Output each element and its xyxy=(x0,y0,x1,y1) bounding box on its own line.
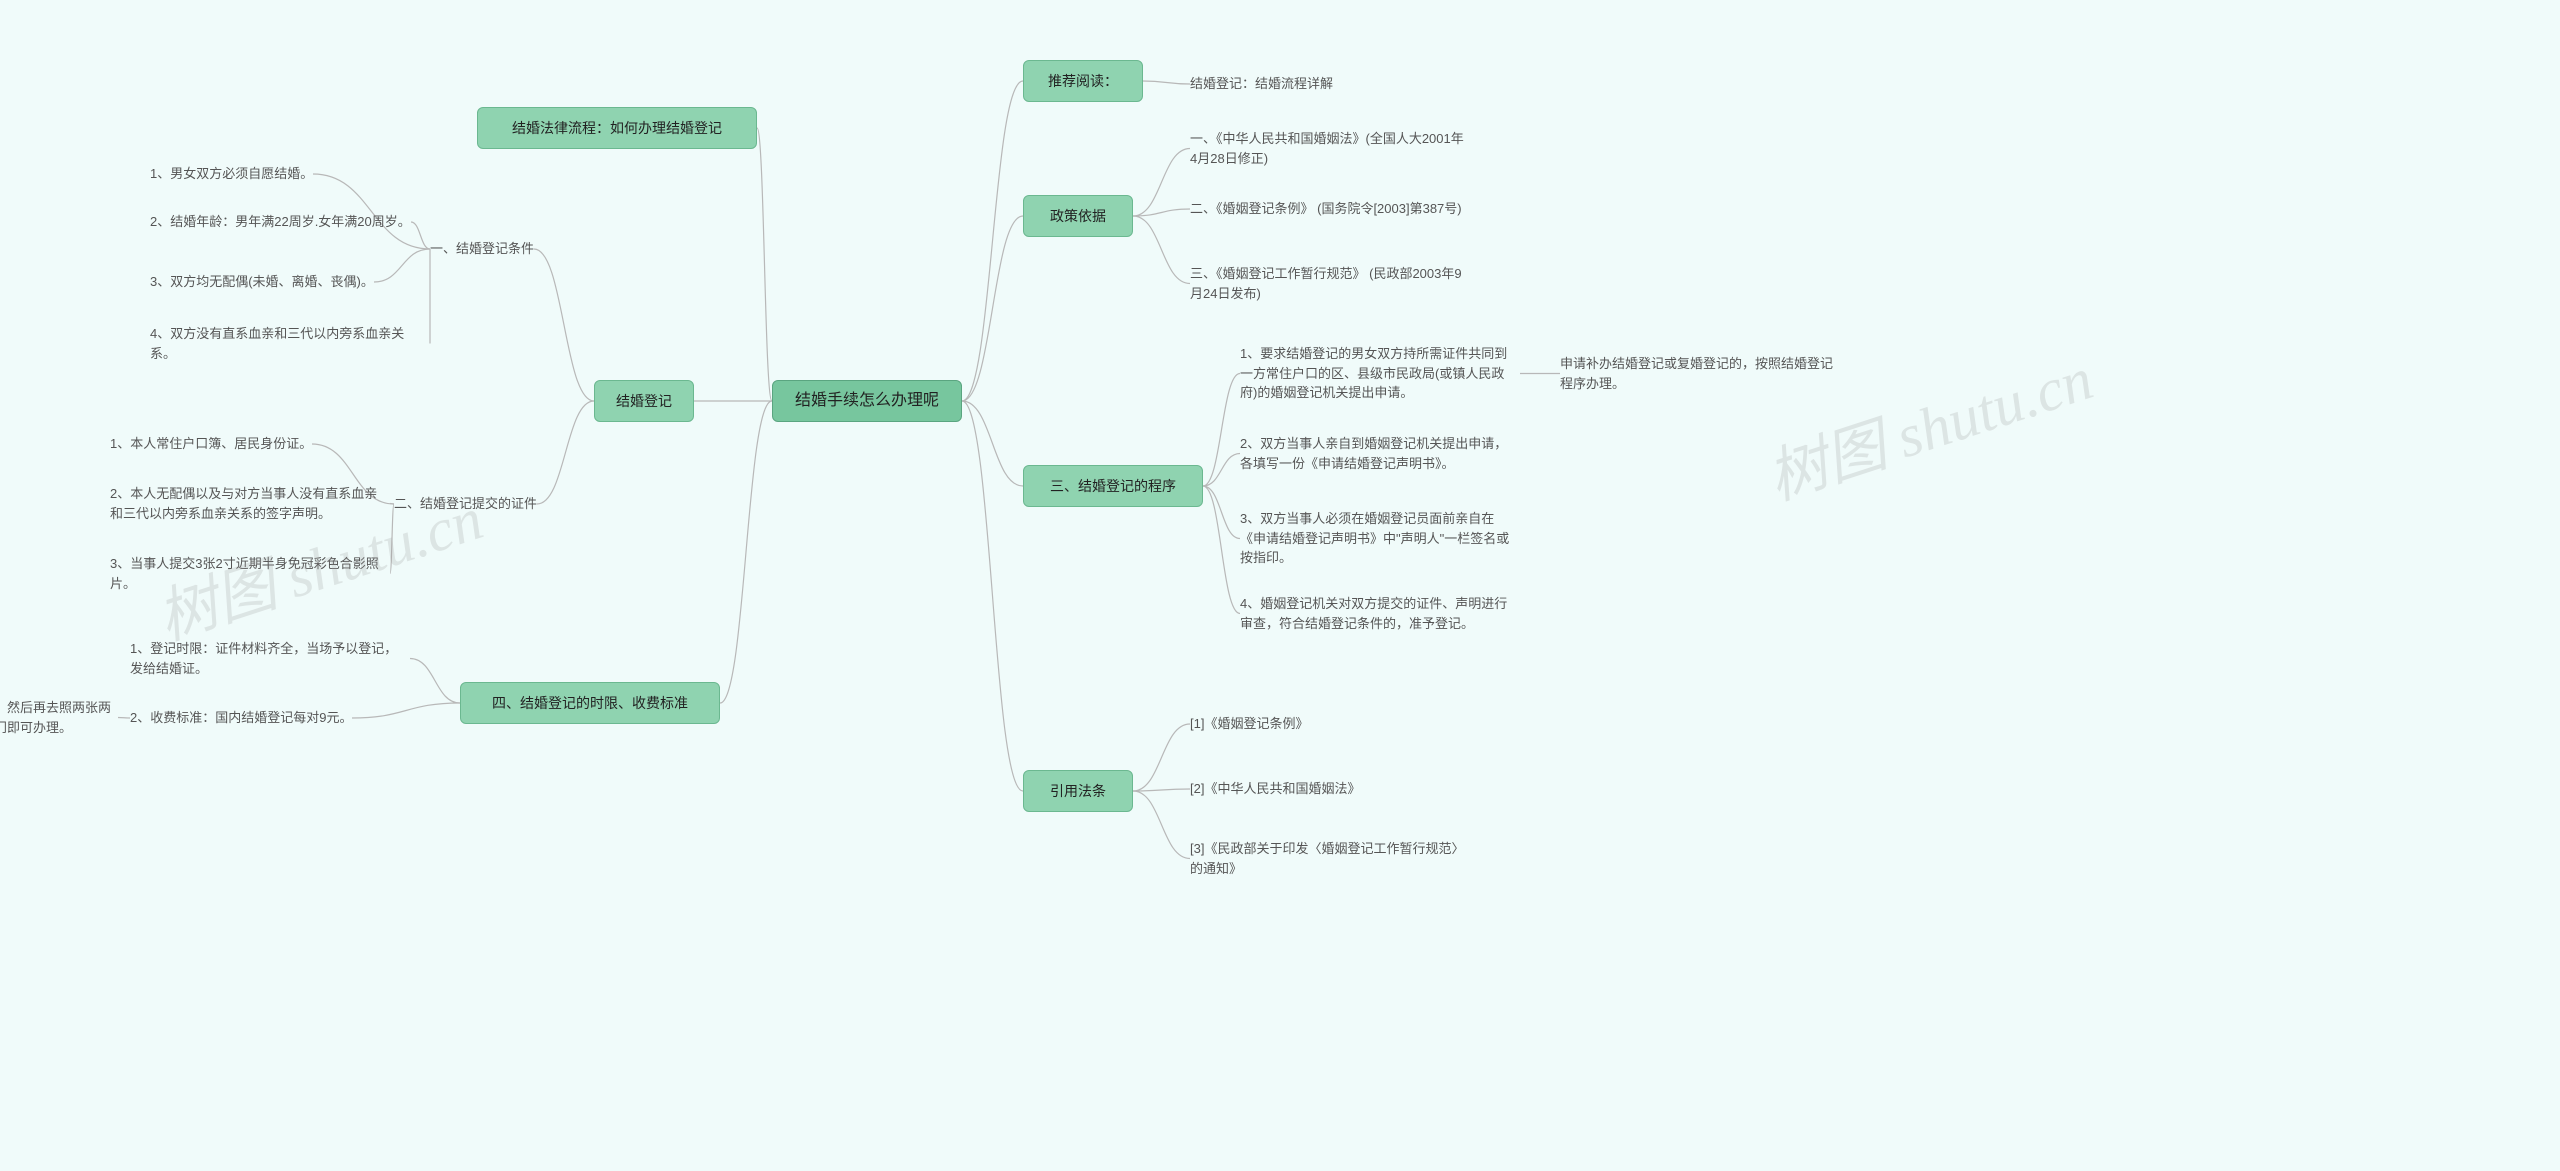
leaf-node: 带上双方的户口簿、身份证，然后再去照两张两人的寸照，到附近的民政部门即可办理。 xyxy=(0,694,118,741)
leaf-node: [3]《民政部关于印发〈婚姻登记工作暂行规范〉的通知》 xyxy=(1190,835,1470,882)
branch-node: 引用法条 xyxy=(1023,770,1133,812)
leaf-node: 3、当事人提交3张2寸近期半身免冠彩色合影照片。 xyxy=(110,550,390,597)
leaf-node: 1、男女双方必须自愿结婚。 xyxy=(150,160,313,188)
branch-node: 四、结婚登记的时限、收费标准 xyxy=(460,682,720,724)
leaf-node: 一、结婚登记条件 xyxy=(430,235,534,263)
leaf-node: 1、登记时限：证件材料齐全，当场予以登记，发给结婚证。 xyxy=(130,635,410,682)
branch-node: 结婚法律流程：如何办理结婚登记 xyxy=(477,107,757,149)
leaf-node: 2、本人无配偶以及与对方当事人没有直系血亲和三代以内旁系血亲关系的签字声明。 xyxy=(110,480,390,527)
branch-node: 推荐阅读： xyxy=(1023,60,1143,102)
leaf-node: 1、本人常住户口簿、居民身份证。 xyxy=(110,430,312,458)
branch-node: 三、结婚登记的程序 xyxy=(1023,465,1203,507)
leaf-node: 2、收费标准：国内结婚登记每对9元。 xyxy=(130,704,352,732)
leaf-node: 3、双方均无配偶(未婚、离婚、丧偶)。 xyxy=(150,268,374,296)
branch-node: 结婚登记 xyxy=(594,380,694,422)
leaf-node: 4、婚姻登记机关对双方提交的证件、声明进行审查，符合结婚登记条件的，准予登记。 xyxy=(1240,590,1520,637)
leaf-node: 结婚登记：结婚流程详解 xyxy=(1190,70,1333,98)
leaf-node: 一、《中华人民共和国婚姻法》(全国人大2001年4月28日修正) xyxy=(1190,125,1470,172)
leaf-node: 三、《婚姻登记工作暂行规范》 (民政部2003年9月24日发布) xyxy=(1190,260,1470,307)
leaf-node: 二、《婚姻登记条例》 (国务院令[2003]第387号) xyxy=(1190,195,1462,223)
leaf-node: 2、双方当事人亲自到婚姻登记机关提出申请，各填写一份《申请结婚登记声明书》。 xyxy=(1240,430,1520,477)
branch-node: 政策依据 xyxy=(1023,195,1133,237)
leaf-node: [1]《婚姻登记条例》 xyxy=(1190,710,1308,738)
leaf-node: 3、双方当事人必须在婚姻登记员面前亲自在《申请结婚登记声明书》中"声明人"一栏签… xyxy=(1240,505,1520,572)
mindmap-root: 结婚手续怎么办理呢 xyxy=(772,380,962,422)
leaf-node: 二、结婚登记提交的证件 xyxy=(394,490,537,518)
leaf-node: 2、结婚年龄：男年满22周岁.女年满20周岁。 xyxy=(150,208,411,236)
leaf-node: 1、要求结婚登记的男女双方持所需证件共同到一方常住户口的区、县级市民政局(或镇人… xyxy=(1240,340,1520,407)
leaf-node: 4、双方没有直系血亲和三代以内旁系血亲关系。 xyxy=(150,320,430,367)
leaf-node: [2]《中华人民共和国婚姻法》 xyxy=(1190,775,1360,803)
leaf-node: 申请补办结婚登记或复婚登记的，按照结婚登记程序办理。 xyxy=(1560,350,1840,397)
